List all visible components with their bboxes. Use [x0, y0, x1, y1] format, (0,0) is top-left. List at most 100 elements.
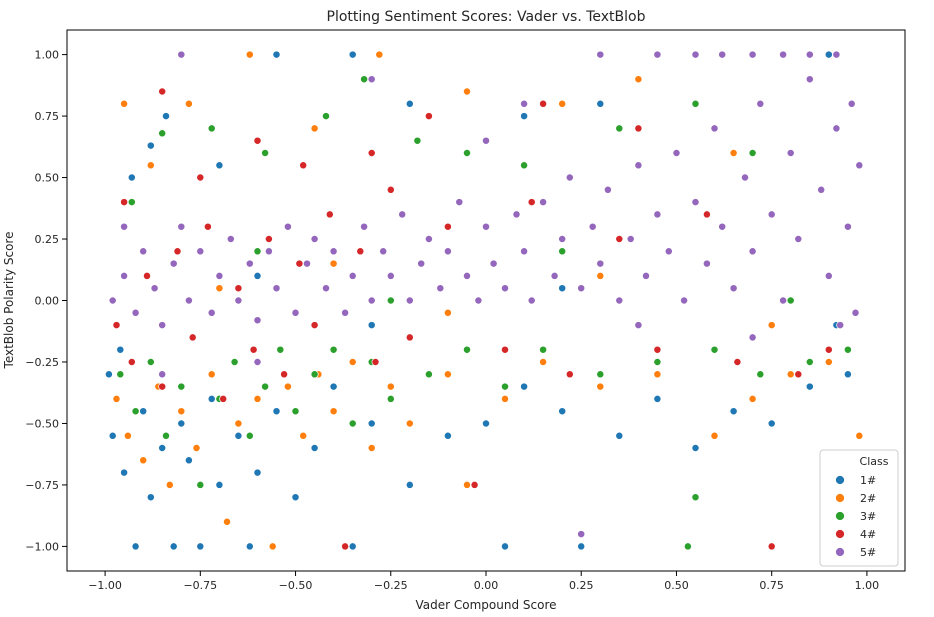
data-point-2-44 — [443, 308, 452, 317]
data-point-5-65 — [718, 222, 727, 231]
data-point-4-36 — [253, 136, 262, 145]
data-point-3-12 — [291, 407, 300, 416]
data-point-5-43 — [512, 210, 521, 219]
data-point-5-56 — [634, 161, 643, 170]
data-point-3-37 — [520, 161, 529, 170]
data-point-1-16 — [272, 407, 281, 416]
data-point-5-12 — [215, 271, 224, 280]
data-point-5-54 — [615, 296, 624, 305]
data-point-4-15 — [325, 210, 334, 219]
legend-label-5: 5# — [860, 546, 876, 559]
data-point-4-11 — [264, 235, 273, 243]
x-tick-label: 0.25 — [569, 579, 594, 592]
data-point-5-77 — [832, 124, 841, 133]
data-point-2-32 — [120, 99, 129, 108]
data-point-1-18 — [310, 444, 319, 452]
data-point-5-20 — [291, 308, 300, 317]
data-point-1-6 — [158, 444, 167, 452]
data-point-3-41 — [683, 542, 692, 551]
data-point-3-18 — [424, 370, 433, 379]
data-point-4-1 — [112, 321, 121, 330]
data-point-5-57 — [642, 271, 650, 280]
legend-label-3: 3# — [860, 510, 876, 523]
data-point-5-50 — [577, 284, 586, 293]
data-point-5-64 — [710, 124, 719, 133]
data-point-1-7 — [169, 542, 178, 551]
data-point-4-18 — [371, 358, 380, 366]
data-point-5-75 — [817, 185, 826, 194]
data-point-5-39 — [474, 296, 483, 305]
chart-title: Plotting Sentiment Scores: Vader vs. Tex… — [327, 9, 646, 25]
legend-marker-5 — [835, 547, 845, 557]
data-point-2-19 — [386, 382, 395, 391]
data-point-4-12 — [280, 370, 289, 379]
data-point-1-47 — [596, 99, 605, 108]
data-point-3-31 — [207, 124, 216, 133]
data-point-1-34 — [767, 419, 776, 428]
data-point-5-72 — [786, 149, 795, 157]
data-point-5-7 — [169, 259, 178, 268]
data-point-5-83 — [482, 136, 490, 145]
data-point-2-9 — [223, 517, 231, 526]
data-point-5-18 — [272, 284, 281, 293]
data-point-2-13 — [283, 382, 292, 391]
data-point-5-29 — [379, 247, 388, 256]
data-point-4-30 — [767, 542, 776, 551]
data-point-1-45 — [405, 99, 414, 108]
data-point-5-37 — [455, 198, 464, 207]
points-layer — [104, 50, 864, 551]
data-point-1-9 — [184, 456, 193, 465]
x-tick-label: −0.75 — [183, 579, 217, 592]
data-point-4-40 — [539, 99, 548, 108]
data-point-5-73 — [794, 235, 803, 243]
data-point-5-61 — [680, 296, 689, 305]
data-point-5-51 — [588, 222, 597, 231]
data-point-4-28 — [702, 210, 711, 219]
data-point-5-10 — [196, 247, 205, 256]
data-point-2-14 — [299, 431, 308, 440]
data-point-1-44 — [348, 50, 357, 59]
data-point-5-11 — [207, 308, 216, 317]
data-point-2-45 — [596, 271, 605, 280]
data-point-5-41 — [489, 259, 498, 268]
data-point-1-20 — [348, 542, 357, 551]
data-point-1-30 — [615, 431, 624, 440]
data-point-1-26 — [501, 542, 509, 551]
data-point-1-21 — [367, 419, 376, 428]
data-point-2-34 — [184, 99, 193, 108]
data-point-3-11 — [276, 345, 285, 354]
data-point-5-67 — [741, 173, 749, 182]
data-point-4-9 — [234, 284, 243, 293]
legend-marker-1 — [835, 475, 845, 485]
data-point-5-13 — [226, 235, 235, 243]
x-axis-label: Vader Compound Score — [416, 598, 557, 612]
data-point-2-20 — [405, 419, 414, 428]
data-point-1-43 — [272, 50, 281, 59]
data-point-5-16 — [253, 316, 262, 325]
data-point-5-2 — [120, 271, 129, 280]
data-point-4-38 — [367, 149, 376, 157]
y-tick-label: 1.00 — [35, 49, 60, 62]
data-point-1-52 — [558, 284, 567, 293]
data-point-5-96 — [836, 321, 845, 330]
data-point-5-58 — [653, 210, 662, 219]
data-point-5-69 — [756, 99, 765, 108]
data-point-5-1 — [108, 296, 117, 305]
data-point-3-4 — [162, 431, 170, 440]
data-point-5-95 — [748, 333, 757, 342]
data-point-1-1 — [108, 431, 117, 440]
data-point-2-16 — [329, 407, 338, 416]
data-point-4-23 — [501, 345, 509, 354]
data-point-1-32 — [691, 444, 700, 452]
data-point-3-6 — [196, 480, 205, 489]
data-point-4-19 — [386, 185, 395, 194]
legend-entries: 1# 2# 3# 4# 5# — [835, 474, 876, 559]
data-point-4-17 — [356, 247, 365, 256]
legend-title: Class — [860, 455, 889, 468]
data-point-4-25 — [565, 370, 574, 379]
data-point-1-42 — [215, 161, 224, 170]
data-point-5-34 — [424, 235, 433, 243]
y-axis: 1.00 0.75 0.50 0.25 0.00 −0.25 −0.50 −0.75 −1.00 — [25, 49, 67, 553]
data-point-5-89 — [748, 50, 757, 59]
y-tick-label: 0.75 — [35, 110, 60, 123]
